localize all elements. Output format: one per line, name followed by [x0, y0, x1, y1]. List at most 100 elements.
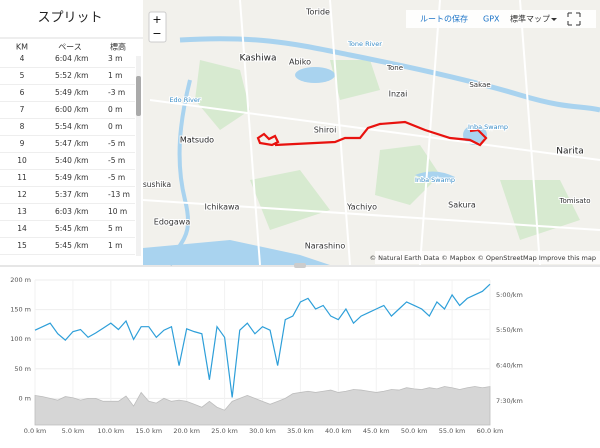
zoom-control — [148, 11, 167, 43]
map-label: sushika — [143, 180, 171, 189]
split-cell: 5:45 /km — [55, 224, 88, 233]
split-cell: -5 m — [108, 173, 125, 182]
x-tick-label: 25.0 km — [211, 427, 238, 435]
x-tick-label: 10.0 km — [98, 427, 125, 435]
split-cell: 15 — [17, 241, 27, 250]
x-tick-label: 20.0 km — [173, 427, 200, 435]
x-tick-label: 5.0 km — [62, 427, 85, 435]
x-tick-label: 30.0 km — [249, 427, 276, 435]
split-cell: -5 m — [108, 139, 125, 148]
map-label: Tone — [386, 64, 403, 72]
x-tick-label: 0.0 km — [24, 427, 47, 435]
split-cell: 5:47 /km — [55, 139, 88, 148]
map-label: Yachiyo — [346, 203, 377, 212]
y-tick-label: 200 m — [10, 276, 31, 284]
map-label: Tomisato — [558, 197, 590, 205]
y2-tick-label: 6:40/km — [496, 362, 523, 370]
dropdown-icon — [551, 18, 557, 21]
split-cell: 5:52 /km — [55, 71, 88, 80]
split-cell: 13 — [17, 207, 27, 216]
x-tick-label: 15.0 km — [135, 427, 162, 435]
map-label: Sakura — [448, 201, 476, 210]
map-label: Shiroi — [314, 126, 337, 135]
split-cell: 5:45 /km — [55, 241, 88, 250]
resize-handle[interactable] — [294, 263, 306, 268]
y2-tick-label: 7:30/km — [496, 397, 523, 405]
split-cell: 1 m — [108, 241, 122, 250]
y-tick-label: 50 m — [14, 365, 31, 373]
split-cell: 3 m — [108, 54, 122, 63]
splits-title: スプリット — [37, 11, 102, 26]
x-tick-label: 40.0 km — [325, 427, 352, 435]
swamp — [415, 171, 455, 182]
split-cell: 7 — [20, 105, 25, 114]
map-label: Narashino — [305, 242, 346, 251]
x-tick-label: 60.0 km — [477, 427, 504, 435]
map-label: Kashiwa — [239, 54, 276, 64]
split-cell: 6:04 /km — [55, 54, 88, 63]
split-cell: 6 — [20, 88, 25, 97]
split-cell: 10 — [17, 156, 27, 165]
y2-tick-label: 5:00/km — [496, 291, 523, 299]
map-style-button[interactable]: 標準マップ — [510, 14, 550, 24]
split-cell: -5 m — [108, 156, 125, 165]
split-cell: 5:49 /km — [55, 88, 88, 97]
column-header: 標高 — [110, 42, 126, 52]
column-header: ペース — [58, 43, 82, 52]
attribution: © Natural Earth Data © Mapbox © OpenStre… — [370, 254, 596, 262]
split-cell: 6:03 /km — [55, 207, 88, 216]
split-cell: -3 m — [108, 88, 125, 97]
x-tick-label: 50.0 km — [401, 427, 428, 435]
map-label: Edo River — [169, 96, 200, 104]
save-route-button[interactable]: ルートの保存 — [420, 14, 468, 24]
map-label: Inba Swamp — [415, 176, 455, 184]
map-label: Tone River — [347, 40, 382, 48]
y2-tick-label: 5:50/km — [496, 326, 523, 334]
x-tick-label: 45.0 km — [363, 427, 390, 435]
split-cell: -13 m — [108, 190, 130, 199]
y-tick-label: 100 m — [10, 335, 31, 343]
fullscreen-button[interactable] — [567, 12, 581, 26]
x-tick-label: 55.0 km — [439, 427, 466, 435]
bay — [143, 240, 330, 265]
zoom-out[interactable]: − — [152, 27, 161, 40]
y-tick-label: 0 m — [18, 394, 31, 402]
lake — [295, 67, 335, 83]
map-label: Toride — [305, 8, 330, 17]
map-label: Matsudo — [180, 136, 214, 145]
scrollbar-thumb[interactable] — [136, 76, 141, 116]
toolbar — [406, 10, 596, 28]
split-cell: 14 — [17, 224, 27, 233]
split-cell: 0 m — [108, 122, 122, 131]
column-header: KM — [16, 43, 28, 52]
elevation-area — [34, 386, 491, 426]
map-label: Edogawa — [154, 218, 191, 227]
split-cell: 5:54 /km — [55, 122, 88, 131]
gpx-button[interactable]: GPX — [483, 15, 500, 24]
split-cell: 9 — [20, 139, 25, 148]
attribution-bg — [375, 251, 600, 264]
map[interactable]: + − ルートの保存 GPX 標準マップ © Natural Earth Dat… — [142, 0, 600, 266]
map-label: Abiko — [289, 58, 311, 67]
split-cell: 11 — [17, 173, 27, 182]
split-cell: 6:00 /km — [55, 105, 88, 114]
split-cell: 1 m — [108, 71, 122, 80]
split-cell: 8 — [20, 122, 25, 131]
tone-river — [179, 36, 600, 113]
map-label: Ichikawa — [205, 203, 240, 212]
route — [256, 120, 488, 147]
map-label: Inba Swamp — [468, 123, 508, 131]
zoom-in[interactable]: + — [152, 13, 161, 26]
split-cell: 10 m — [108, 207, 127, 216]
map-label: Sakae — [469, 81, 490, 89]
pace-line — [34, 283, 491, 398]
map-label: Inzai — [389, 90, 408, 99]
split-cell: 0 m — [108, 105, 122, 114]
split-cell: 5 m — [108, 224, 122, 233]
split-cell: 5 — [20, 71, 25, 80]
x-tick-label: 35.0 km — [287, 427, 314, 435]
split-cell: 5:49 /km — [55, 173, 88, 182]
scrollbar-track[interactable] — [136, 56, 141, 256]
